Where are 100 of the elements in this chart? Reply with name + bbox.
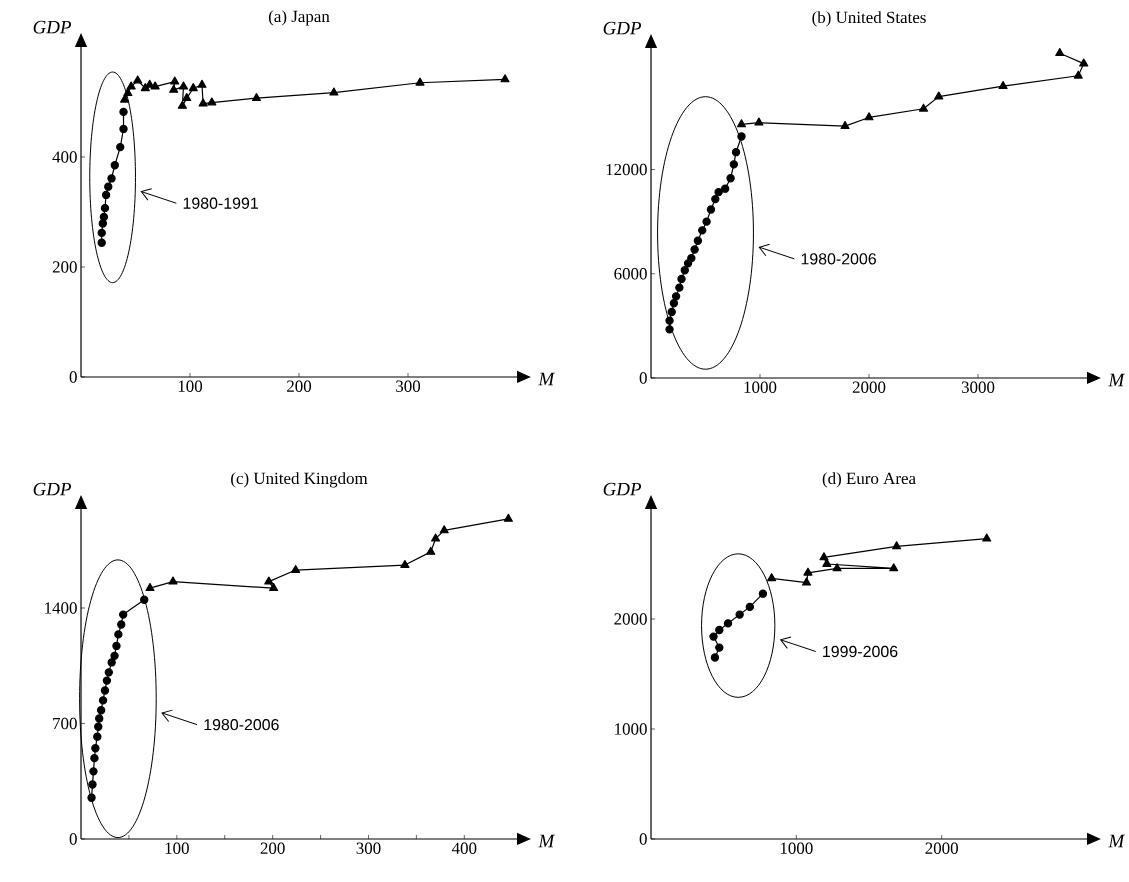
point xyxy=(120,94,130,103)
point xyxy=(97,238,106,247)
x-tick-label: 1000 xyxy=(780,842,813,854)
point xyxy=(503,513,513,522)
point xyxy=(671,292,681,301)
point xyxy=(291,564,301,573)
point xyxy=(110,161,119,170)
point xyxy=(91,744,100,753)
x-axis-title: M xyxy=(538,372,556,386)
y-tick-label: 0 xyxy=(639,833,647,845)
point xyxy=(819,552,829,561)
point xyxy=(754,117,764,126)
point xyxy=(100,203,110,213)
point xyxy=(677,274,686,284)
annotation: 1980-1991 xyxy=(183,197,258,209)
point xyxy=(100,686,110,695)
point xyxy=(801,577,812,586)
point xyxy=(680,266,689,275)
point xyxy=(706,205,716,214)
x-tick-label: 400 xyxy=(451,842,477,854)
point xyxy=(698,226,707,235)
x-tick-label: 300 xyxy=(356,842,381,854)
y-tick-label: 6000 xyxy=(614,268,647,280)
y-tick-label: 700 xyxy=(53,717,77,730)
point xyxy=(669,299,679,308)
point xyxy=(709,632,718,641)
annotation: 1999-2006 xyxy=(823,645,898,658)
x-tick-label: 200 xyxy=(287,380,312,392)
point xyxy=(758,589,768,598)
point xyxy=(269,583,279,592)
point xyxy=(745,602,755,612)
point xyxy=(94,722,103,731)
point xyxy=(832,563,842,572)
point xyxy=(150,81,160,90)
x-axis-title: M xyxy=(1108,834,1126,848)
x-tick-label: 100 xyxy=(165,842,189,854)
point xyxy=(329,87,339,96)
point xyxy=(767,573,777,582)
point xyxy=(710,653,720,662)
point xyxy=(892,541,902,550)
point xyxy=(97,228,106,238)
x-axis-title: M xyxy=(538,834,556,848)
point xyxy=(198,98,208,107)
point xyxy=(119,107,128,117)
point xyxy=(98,696,108,705)
point xyxy=(1055,48,1065,57)
x-tick-label: 200 xyxy=(260,842,285,854)
point xyxy=(723,619,733,628)
y-tick-label: 0 xyxy=(69,833,77,845)
x-tick-label: 2000 xyxy=(852,381,886,393)
point xyxy=(500,74,510,83)
point xyxy=(188,83,198,92)
point xyxy=(715,643,724,652)
y-axis-title: GDP xyxy=(33,20,72,34)
point xyxy=(264,576,274,585)
point xyxy=(998,81,1008,90)
point xyxy=(400,559,410,568)
point xyxy=(426,546,436,555)
point xyxy=(729,160,739,169)
point xyxy=(119,124,128,134)
point xyxy=(667,307,676,317)
point xyxy=(107,658,116,667)
point xyxy=(104,182,113,191)
point xyxy=(133,75,143,84)
chart-title: (b) United States xyxy=(812,11,926,27)
point xyxy=(430,533,441,542)
point xyxy=(675,283,684,292)
x-tick-label: 3000 xyxy=(961,381,995,393)
x-tick-label: 1000 xyxy=(744,381,777,393)
x-tick-label: 2000 xyxy=(925,842,958,854)
x-tick-label: 100 xyxy=(178,380,203,392)
annotation: 1980-2006 xyxy=(204,719,279,731)
point xyxy=(693,236,703,245)
point xyxy=(116,142,125,152)
point xyxy=(102,676,112,685)
point xyxy=(126,81,136,90)
y-axis-title: GDP xyxy=(603,482,642,496)
point xyxy=(735,610,744,619)
point xyxy=(177,100,187,109)
annotation: 1980-2006 xyxy=(801,253,876,265)
point xyxy=(415,77,425,86)
point xyxy=(439,525,449,534)
point xyxy=(207,97,217,106)
point xyxy=(101,190,111,200)
chart-title: (c) United Kingdom xyxy=(231,472,368,488)
y-tick-label: 12000 xyxy=(606,163,647,176)
y-axis-title: GDP xyxy=(33,482,72,496)
y-tick-label: 2000 xyxy=(614,613,647,625)
y-tick-label: 1000 xyxy=(615,723,647,735)
point xyxy=(690,245,699,254)
point xyxy=(99,212,109,222)
point xyxy=(714,187,723,197)
chart-title: (a) Japan xyxy=(268,10,330,26)
point xyxy=(88,780,97,789)
point xyxy=(918,103,929,112)
y-tick-label: 400 xyxy=(52,151,77,163)
x-axis-title: M xyxy=(1108,373,1126,387)
point xyxy=(715,625,724,635)
point xyxy=(731,148,741,157)
point xyxy=(182,92,192,102)
